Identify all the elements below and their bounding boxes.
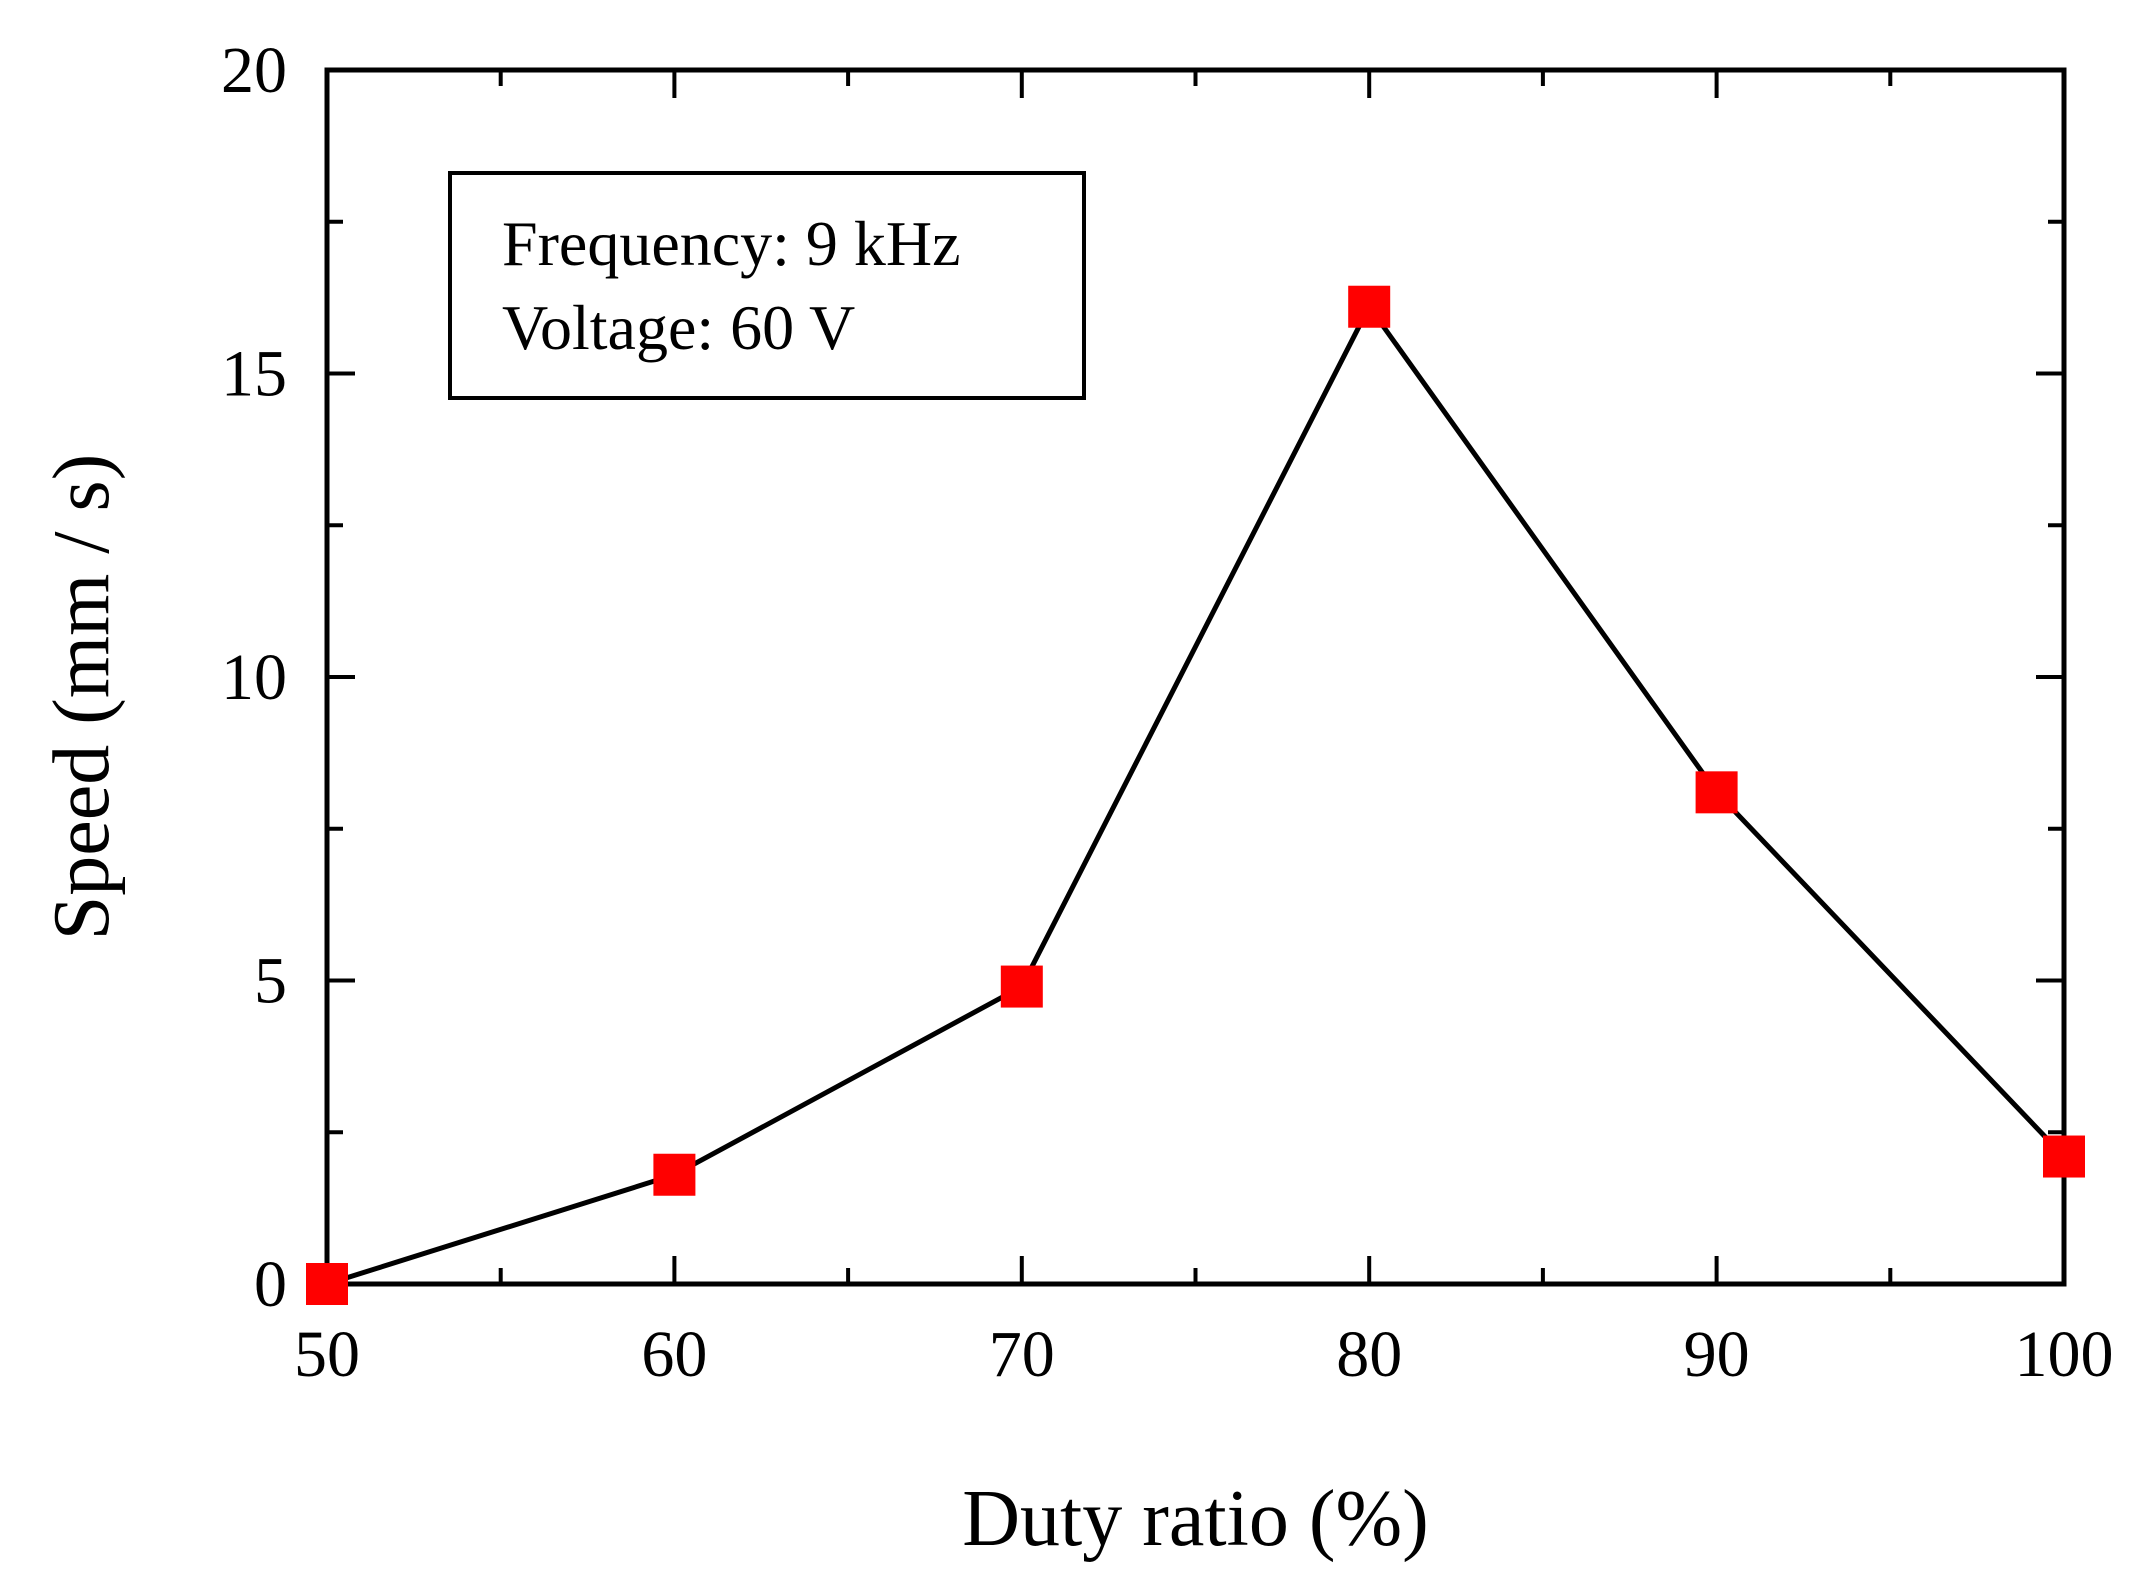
series-layer <box>306 285 2085 1305</box>
annotation-voltage-text: Voltage: 60 V <box>502 292 855 363</box>
y-tick-label: 10 <box>221 641 287 714</box>
x-tick-label: 80 <box>1336 1318 1402 1391</box>
data-point-marker <box>1695 771 1738 814</box>
y-tick-label: 15 <box>221 338 287 411</box>
x-tick-label: 70 <box>989 1318 1055 1391</box>
annotation-frequency-text: Frequency: 9 kHz <box>502 208 961 279</box>
y-tick-label: 0 <box>254 1248 287 1321</box>
annotation-layer: Frequency: 9 kHz Voltage: 60 V <box>448 171 1086 400</box>
x-tick-label: 60 <box>641 1318 707 1391</box>
y-axis-title: Speed (mm / s) <box>38 454 126 941</box>
series-line <box>326 301 2066 1287</box>
data-point-marker <box>306 1263 348 1305</box>
data-point-marker <box>653 1153 696 1196</box>
axes-layer: 50 60 70 80 90 100 0 5 10 15 20 <box>221 34 2114 1391</box>
y-tick-label: 5 <box>254 945 287 1018</box>
data-point-marker <box>2043 1135 2085 1178</box>
data-point-marker <box>1000 965 1043 1008</box>
x-tick-label: 100 <box>2015 1318 2114 1391</box>
y-tick-label: 20 <box>221 34 287 107</box>
x-axis-title: Duty ratio (%) <box>962 1475 1429 1563</box>
annotation-box <box>448 171 1086 400</box>
x-tick-label: 50 <box>294 1318 360 1391</box>
data-point-marker <box>1348 285 1391 328</box>
x-tick-label: 90 <box>1684 1318 1750 1391</box>
